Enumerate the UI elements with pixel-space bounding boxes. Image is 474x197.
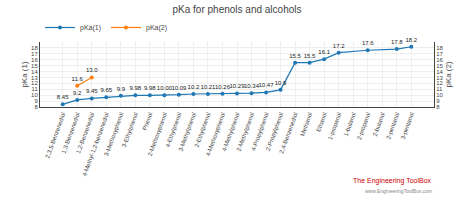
svg-text:2-pentanol: 2-pentanol (385, 112, 400, 141)
svg-text:13: 13 (436, 75, 443, 81)
svg-text:18: 18 (436, 45, 443, 51)
svg-text:10.34: 10.34 (244, 83, 260, 89)
svg-text:2,4-Benzenediol: 2,4-Benzenediol (278, 112, 298, 155)
svg-text:2-Methylphenol: 2-Methylphenol (236, 112, 256, 153)
svg-text:pKa (2): pKa (2) (444, 61, 453, 88)
svg-text:3-pentanol: 3-pentanol (400, 112, 415, 141)
svg-text:9.65: 9.65 (100, 87, 112, 93)
svg-text:3-Ethylphenol: 3-Ethylphenol (121, 112, 139, 149)
svg-text:16: 16 (31, 57, 38, 63)
svg-text:4-Methoxyphenol: 4-Methoxyphenol (205, 112, 226, 157)
svg-text:9: 9 (436, 98, 440, 104)
svg-text:14: 14 (31, 69, 38, 75)
svg-text:1-butanol: 1-butanol (343, 112, 357, 138)
svg-text:pKa for phenols and alcohols: pKa for phenols and alcohols (173, 4, 302, 15)
svg-text:2-Methoxyphenol: 2-Methoxyphenol (147, 112, 168, 157)
svg-text:16.1: 16.1 (318, 49, 330, 55)
svg-text:9.9: 9.9 (117, 86, 126, 92)
svg-text:2-Propylphenol: 2-Propylphenol (265, 112, 284, 152)
svg-text:pKa (1): pKa (1) (20, 61, 29, 88)
svg-text:15.5: 15.5 (304, 53, 316, 59)
svg-text:10.9: 10.9 (275, 80, 287, 86)
svg-text:4-Methylphenol: 4-Methylphenol (221, 112, 241, 153)
svg-text:The Engineering ToolBox: The Engineering ToolBox (353, 177, 432, 185)
svg-text:4-Propylphenol: 4-Propylphenol (250, 112, 269, 152)
svg-text:16: 16 (436, 57, 443, 63)
svg-text:pKa(2): pKa(2) (146, 24, 167, 32)
svg-text:3-Methylphenol: 3-Methylphenol (178, 112, 198, 153)
svg-text:10.2: 10.2 (188, 84, 200, 90)
svg-text:8: 8 (34, 104, 38, 110)
svg-text:2-Ethylphenol: 2-Ethylphenol (194, 112, 212, 149)
svg-text:15: 15 (436, 63, 443, 69)
svg-text:10.29: 10.29 (229, 83, 245, 89)
svg-text:2-propanol: 2-propanol (356, 112, 371, 141)
svg-text:14: 14 (436, 69, 443, 75)
svg-text:2,3,5-Benzenediol: 2,3,5-Benzenediol (44, 112, 66, 160)
svg-text:11: 11 (436, 86, 443, 92)
svg-text:4-Methyl-1,2-benzenediol: 4-Methyl-1,2-benzenediol (81, 112, 110, 178)
svg-text:9.45: 9.45 (86, 88, 98, 94)
svg-text:11.6: 11.6 (72, 76, 84, 82)
svg-text:9.2: 9.2 (73, 90, 82, 96)
svg-text:9.98: 9.98 (144, 85, 156, 91)
svg-text:1,3-Benzenediol: 1,3-Benzenediol (61, 112, 81, 155)
svg-text:15.5: 15.5 (289, 53, 301, 59)
svg-text:Phenol: Phenol (142, 112, 154, 132)
svg-text:10.47: 10.47 (259, 82, 275, 88)
svg-text:13.0: 13.0 (86, 67, 98, 73)
svg-text:10.21: 10.21 (200, 84, 216, 90)
svg-text:9: 9 (34, 98, 38, 104)
svg-text:12: 12 (31, 80, 38, 86)
svg-text:18: 18 (31, 45, 38, 51)
svg-text:Methanol: Methanol (299, 112, 313, 137)
svg-text:10.09: 10.09 (171, 85, 187, 91)
svg-text:17.6: 17.6 (362, 40, 374, 46)
svg-text:9.98: 9.98 (129, 85, 141, 91)
svg-text:10.26: 10.26 (215, 84, 231, 90)
svg-text:17.8: 17.8 (391, 39, 403, 45)
svg-text:10.00: 10.00 (157, 85, 173, 91)
svg-text:18.2: 18.2 (405, 37, 417, 43)
svg-text:15: 15 (31, 63, 38, 69)
svg-text:11: 11 (32, 86, 39, 92)
svg-text:3-Methoxyphenol: 3-Methoxyphenol (103, 112, 124, 157)
svg-text:10: 10 (31, 92, 38, 98)
svg-text:pKa(1): pKa(1) (80, 24, 101, 32)
svg-text:13: 13 (31, 75, 38, 81)
svg-text:12: 12 (436, 80, 443, 86)
svg-text:17.2: 17.2 (333, 43, 345, 49)
svg-text:www.EngineeringToolBox.com: www.EngineeringToolBox.com (365, 188, 432, 194)
svg-text:17: 17 (436, 51, 443, 57)
svg-text:17: 17 (31, 51, 38, 57)
svg-text:8: 8 (436, 104, 440, 110)
svg-text:1,2-Benzenediol: 1,2-Benzenediol (75, 112, 95, 155)
svg-text:8.45: 8.45 (57, 94, 69, 100)
svg-text:4-Ethylphenol: 4-Ethylphenol (164, 112, 182, 149)
svg-text:10: 10 (436, 92, 443, 98)
svg-text:2-butanol: 2-butanol (372, 112, 386, 138)
svg-text:1-propanol: 1-propanol (327, 112, 342, 141)
svg-text:Ethanol: Ethanol (315, 112, 328, 133)
